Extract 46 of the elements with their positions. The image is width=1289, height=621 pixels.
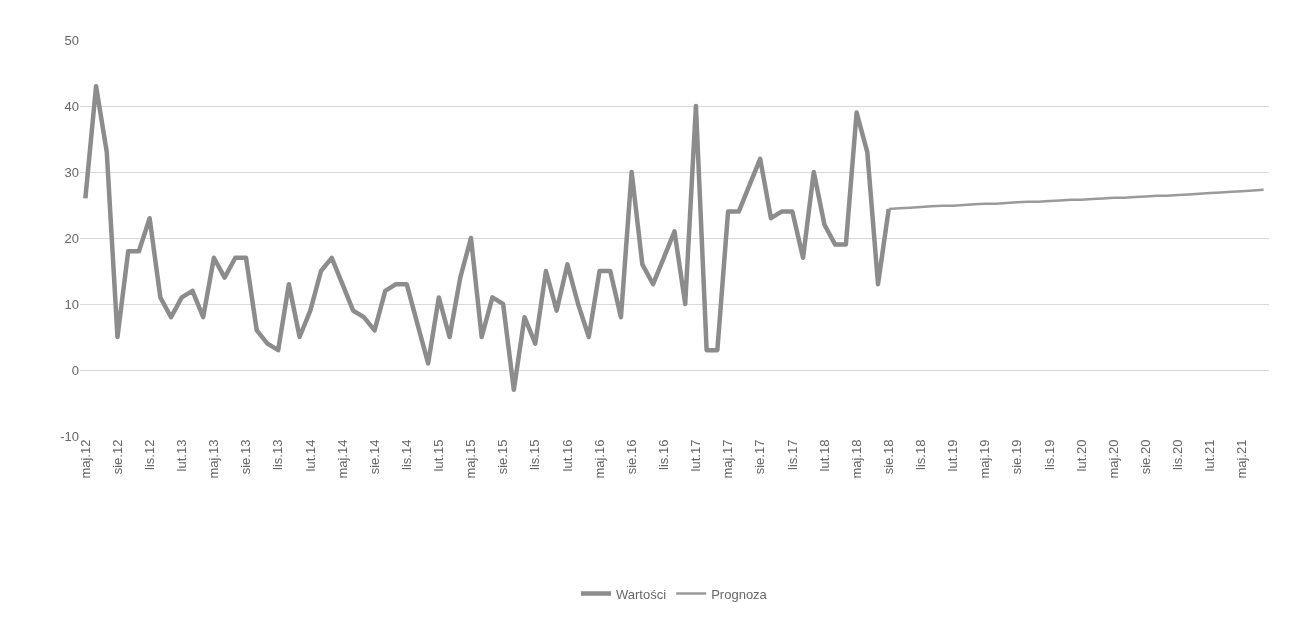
x-tick-label: sie.15	[495, 439, 511, 475]
x-tick-label: maj.13	[206, 439, 222, 479]
x-tick-label: lut.17	[688, 439, 704, 472]
x-tick-label: sie.16	[623, 439, 639, 475]
x-tick-label: lut.15	[431, 439, 447, 472]
x-tick-label: maj.21	[1234, 439, 1250, 479]
x-tick-label: sie.12	[109, 439, 125, 475]
x-tick-label: maj.18	[848, 439, 864, 479]
x-tick-label: lis.17	[784, 439, 800, 470]
x-tick-label: maj.20	[1105, 439, 1121, 479]
legend-label: Prognoza	[711, 586, 768, 602]
x-tick-label: sie.14	[366, 439, 382, 475]
x-tick-label: lis.20	[1170, 439, 1186, 470]
x-tick-label: sie.20	[1138, 439, 1154, 475]
x-tick-label: lis.15	[527, 439, 543, 470]
y-tick-label: 0	[71, 362, 79, 378]
x-tick-label: maj.14	[334, 439, 350, 479]
x-tick-label: maj.15	[463, 439, 479, 479]
x-tick-label: sie.13	[238, 439, 254, 475]
x-tick-label: lis.16	[656, 439, 672, 470]
x-tick-label: maj.16	[591, 439, 607, 479]
x-tick-label: lut.14	[302, 439, 318, 472]
x-tick-label: maj.12	[77, 439, 93, 479]
x-tick-label: sie.17	[752, 439, 768, 475]
x-tick-label: sie.18	[880, 439, 896, 475]
y-tick-label: 40	[64, 98, 79, 114]
x-tick-label: lut.20	[1073, 439, 1089, 472]
x-tick-label: maj.17	[720, 439, 736, 479]
y-tick-label: 10	[64, 296, 79, 312]
x-tick-label: lut.16	[559, 439, 575, 472]
x-tick-label: maj.19	[977, 439, 993, 479]
y-tick-label: 50	[64, 32, 79, 48]
y-tick-label: 20	[64, 230, 79, 246]
x-tick-label: lis.14	[398, 439, 414, 470]
x-tick-label: lut.18	[816, 439, 832, 472]
x-tick-label: sie.19	[1009, 439, 1025, 475]
y-tick-label: 30	[64, 164, 79, 180]
x-tick-label: lis.18	[913, 439, 929, 470]
x-tick-label: lis.12	[141, 439, 157, 470]
legend-label: Wartości	[616, 586, 667, 602]
x-tick-label: lis.19	[1041, 439, 1057, 470]
x-tick-label: lis.13	[270, 439, 286, 470]
x-tick-label: lut.21	[1202, 439, 1218, 472]
x-tick-label: lut.19	[945, 439, 961, 472]
y-tick-label: -10	[60, 428, 79, 444]
x-tick-label: lut.13	[173, 439, 189, 472]
